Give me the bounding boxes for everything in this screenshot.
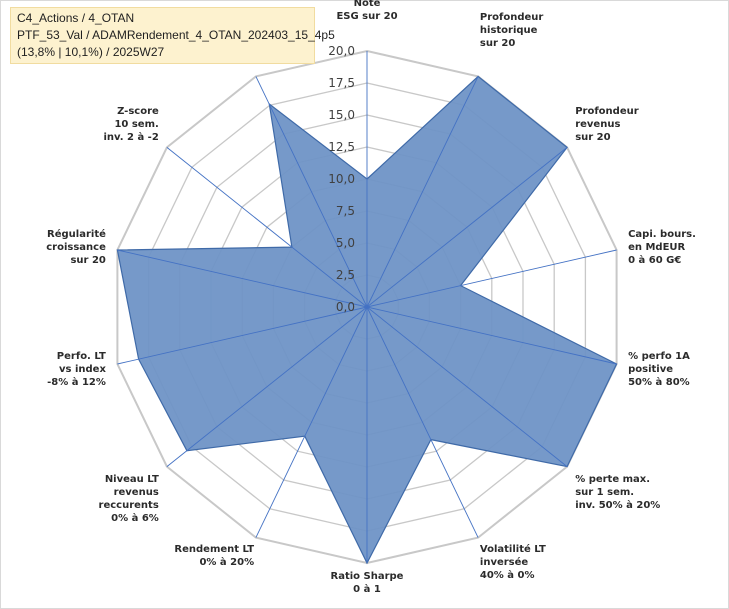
tick-label: 15,0 <box>328 108 355 122</box>
title-line-1: C4_Actions / 4_OTAN <box>17 11 135 25</box>
axis-label-8: Rendement LT 0% à 20% <box>174 544 254 568</box>
spoke-8 <box>255 306 368 538</box>
chart-title-box: C4_Actions / 4_OTAN PTF_53_Val / ADAMRen… <box>10 7 335 64</box>
tick-label: 0,0 <box>336 300 355 314</box>
spoke-6 <box>366 306 479 538</box>
axis-label-2: Profondeur revenus sur 20 <box>575 106 639 143</box>
spoke-12 <box>166 147 368 308</box>
title-line-3: (13,8% | 10,1%) / 2025W27 <box>17 45 165 59</box>
axis-label-9: Niveau LT revenus reccurents 0% à 6% <box>99 474 159 524</box>
tick-label: 7,5 <box>336 204 355 218</box>
axis-label-12: Z-score 10 sem. inv. 2 à -2 <box>103 106 159 143</box>
spoke-1 <box>366 76 479 308</box>
axis-label-6: Volatilité LT inversée 40% à 0% <box>480 543 546 581</box>
tick-label: 10,0 <box>328 172 355 186</box>
radar-tick-labels: 0,0 2,5 5,0 7,5 10,0 12,5 15,0 17,5 20,0 <box>328 44 355 314</box>
tick-label: 17,5 <box>328 76 355 90</box>
spoke-2 <box>366 147 568 308</box>
tick-label: 2,5 <box>336 268 355 282</box>
axis-label-11: Régularité croissance sur 20 <box>46 228 106 266</box>
axis-label-10: Perfo. LT vs index -8% à 12% <box>47 351 106 388</box>
axis-label-4: % perfo 1A positive 50% à 80% <box>628 351 690 388</box>
axis-label-1: Profondeur historique sur 20 <box>480 12 544 49</box>
spoke-5 <box>366 306 568 467</box>
axis-label-3: Capi. bours. en MdEUR 0 à 60 G€ <box>628 229 696 266</box>
spoke-4 <box>366 306 617 365</box>
tick-label: 5,0 <box>336 236 355 250</box>
radar-spokes <box>117 51 617 563</box>
spoke-11 <box>117 249 368 308</box>
spoke-10 <box>117 306 368 365</box>
axis-label-0: Note ESG sur 20 <box>336 0 397 22</box>
tick-label: 20,0 <box>328 44 355 58</box>
spoke-3 <box>366 249 617 308</box>
title-line-2: PTF_53_Val / ADAMRendement_4_OTAN_202403… <box>17 28 335 42</box>
spoke-9 <box>166 306 368 467</box>
tick-label: 12,5 <box>328 140 355 154</box>
spoke-13 <box>255 76 368 308</box>
axis-label-7: Ratio Sharpe 0 à 1 <box>331 571 404 595</box>
axis-label-5: % perte max. sur 1 sem. inv. 50% à 20% <box>575 474 660 511</box>
